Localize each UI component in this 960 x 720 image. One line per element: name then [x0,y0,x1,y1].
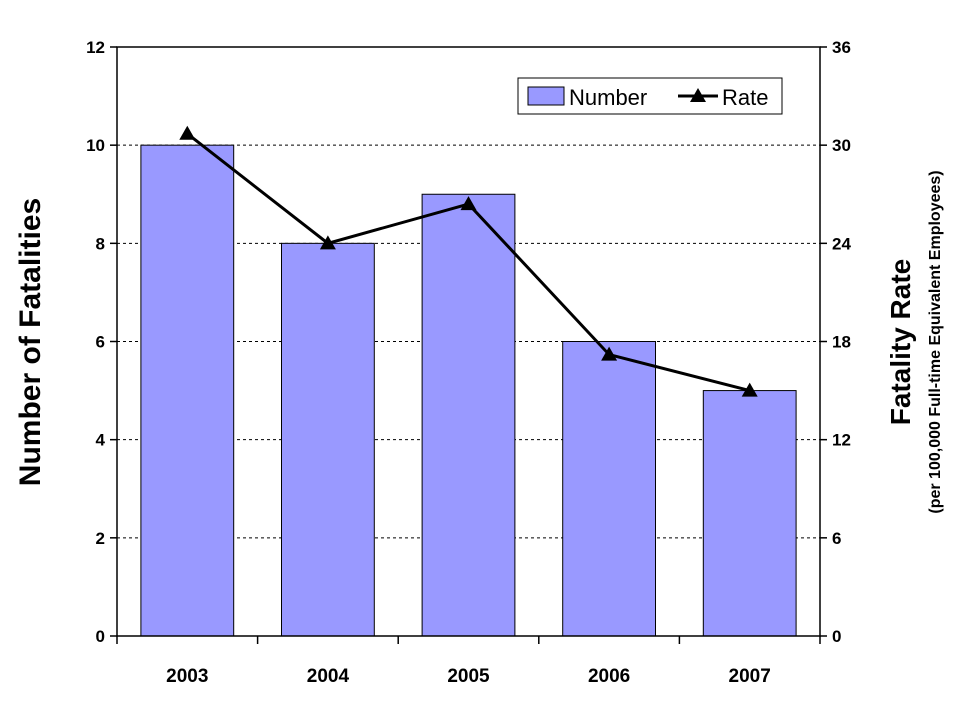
bar-2004 [281,242,375,637]
x-tick-label-2007: 2007 [729,666,771,687]
rate-point-2007 [741,382,758,397]
y-tick-label: 4 [96,431,106,450]
left-axis-ticks: 0 2 4 6 8 10 12 [86,38,117,646]
bar-series [140,144,797,637]
legend-box [517,77,783,115]
y2-tick-label: 30 [832,136,851,155]
rate-point-2006 [601,346,618,361]
y2-tick-label: 18 [832,333,851,352]
legend-label-number: Number [569,85,647,110]
legend-marker-rate [690,88,706,102]
y2-tick-label: 12 [832,431,851,450]
y-tick-label: 6 [96,333,105,352]
bar-2005 [421,193,516,637]
rate-line-series [179,125,758,397]
rate-point-2003 [179,125,196,140]
right-axis-title: Fatality Rate [885,259,916,426]
bar-2003 [140,144,235,637]
x-tick-label-2003: 2003 [166,666,208,687]
bar-2007 [702,390,797,637]
legend-label-rate: Rate [722,85,768,110]
y-tick-label: 8 [96,234,105,253]
x-tick-label-2005: 2005 [447,666,490,687]
y-tick-label: 10 [86,136,105,155]
rate-point-2004 [319,235,336,250]
y2-tick-label: 24 [832,234,851,253]
category-axis-labels: 2003 2004 2005 2006 2007 [166,666,771,687]
x-tick-label-2004: 2004 [307,666,350,687]
left-axis-title: Number of Fatalities [14,198,47,486]
y-tick-label: 0 [96,627,105,646]
rate-point-2005 [460,196,477,211]
y2-tick-label: 6 [832,529,841,548]
y-tick-label: 12 [86,38,105,57]
bar-2006 [562,341,656,637]
right-axis-subtitle: (per 100,000 Full-time Equivalent Employ… [927,170,944,513]
y2-tick-label: 0 [832,627,841,646]
legend: Number Rate [517,77,783,115]
legend-swatch-number [527,86,565,106]
y-tick-label: 2 [96,529,105,548]
y2-tick-label: 36 [832,38,851,57]
right-axis-ticks: 0 6 12 18 24 30 36 [820,38,851,646]
x-tick-label-2006: 2006 [588,666,630,687]
